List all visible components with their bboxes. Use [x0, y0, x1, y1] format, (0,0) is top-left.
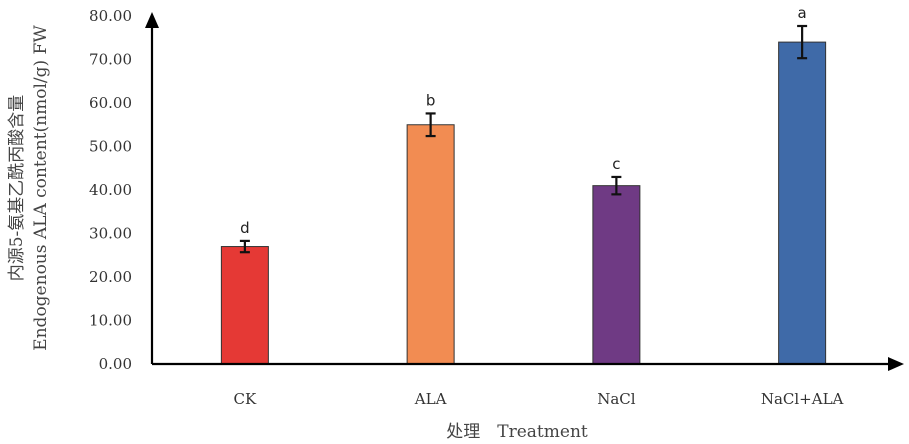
y-tick-label: 20.00 — [89, 268, 132, 286]
error-bar — [239, 239, 250, 254]
bar-nacl — [592, 185, 641, 365]
x-tick-label: NaCl+ALA — [761, 390, 844, 408]
x-axis-arrow — [888, 357, 904, 371]
y-tick-label: 50.00 — [89, 138, 132, 156]
error-bar — [611, 175, 622, 196]
y-tick-label: 70.00 — [89, 51, 132, 69]
x-tick-label: ALA — [414, 390, 447, 408]
error-bar — [425, 112, 436, 138]
y-axis-title-line2: Endogenous ALA content(nmol/g) FW — [31, 25, 51, 351]
y-tick-label: 0.00 — [99, 355, 132, 373]
y-axis-arrow — [145, 12, 159, 28]
error-bars — [239, 24, 808, 254]
error-bar — [797, 24, 808, 60]
significance-label: b — [426, 91, 436, 109]
significance-label: d — [240, 219, 250, 237]
bar-nacl-ala — [778, 41, 827, 365]
y-axis-tick-labels: 0.00 10.00 20.00 30.00 40.00 50.00 60.00 70.00 8… — [89, 7, 132, 373]
y-axis-title-line1: 内源5-氨基乙酰丙酸含量 — [7, 95, 27, 282]
bar-ck — [220, 246, 269, 365]
bars — [220, 41, 827, 365]
y-tick-label: 30.00 — [89, 225, 132, 243]
significance-label: a — [798, 4, 807, 22]
x-axis-tick-labels: CK ALA NaCl NaCl+ALA — [234, 390, 844, 408]
significance-labels: d b c a — [240, 4, 807, 237]
x-tick-label: CK — [234, 390, 257, 408]
y-tick-label: 60.00 — [89, 94, 132, 112]
x-axis-title: 处理 Treatment — [446, 422, 588, 442]
x-tick-label: NaCl — [597, 390, 636, 408]
bar-ala — [406, 124, 455, 365]
y-tick-label: 40.00 — [89, 181, 132, 199]
y-tick-label: 80.00 — [89, 7, 132, 25]
y-tick-label: 10.00 — [89, 312, 132, 330]
significance-label: c — [612, 155, 620, 173]
